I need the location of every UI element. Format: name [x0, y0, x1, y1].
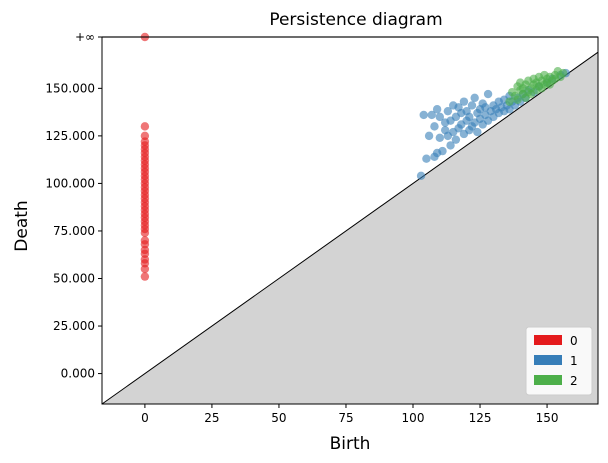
x-tick-label: 0 [141, 411, 149, 425]
legend-label-2: 2 [570, 374, 578, 388]
data-point-h1 [427, 110, 436, 120]
data-point-h1 [430, 122, 439, 131]
plot-area: 0 25 50 75 100 125 150 0.000 25.000 50.000 75.000 1… [45, 30, 599, 425]
data-point-h1 [443, 106, 453, 116]
y-tick-label: 100.000 [45, 176, 95, 190]
series-0 [140, 32, 150, 281]
series-1 [416, 68, 571, 181]
series-2 [505, 67, 568, 106]
x-tick-label: 25 [204, 411, 219, 425]
data-point-h1 [459, 97, 469, 106]
legend: 0 1 2 [525, 326, 593, 396]
chart-title: Persistence diagram [269, 10, 442, 30]
data-point-h1 [435, 133, 445, 142]
data-point-h1 [432, 105, 442, 114]
data-point-h2 [513, 95, 522, 104]
data-point-h1 [419, 110, 428, 120]
x-tick-label: 75 [338, 411, 353, 425]
data-point-h1 [465, 112, 474, 122]
legend-label-0: 0 [570, 334, 578, 348]
legend-swatch-2 [534, 375, 562, 385]
y-tick-label: 75.000 [53, 224, 95, 238]
data-point-h1 [416, 171, 426, 181]
legend-swatch-0 [534, 335, 562, 345]
data-point-h1 [470, 93, 479, 103]
data-point-h1 [446, 141, 455, 150]
x-tick-label: 100 [402, 411, 425, 425]
data-point-h1 [424, 131, 434, 141]
y-tick-label: 50.000 [53, 271, 95, 285]
data-point-h0 [140, 122, 150, 131]
y-tick-label: 125.000 [45, 129, 95, 143]
y-tick-label: +∞ [75, 30, 95, 44]
data-point-h1 [438, 146, 447, 156]
y-tick-label: 150.000 [45, 81, 95, 95]
data-point-h0 [140, 228, 150, 238]
diagonal-line [101, 51, 599, 405]
data-point-h2 [558, 68, 568, 78]
data-point-h1 [435, 112, 445, 122]
x-tick-label: 50 [271, 411, 286, 425]
data-point-h1 [473, 127, 482, 137]
y-tick-label: 0.000 [61, 367, 95, 381]
x-tick-label: 125 [469, 411, 492, 425]
data-point-h1 [422, 154, 431, 163]
y-tick-label: 25.000 [53, 319, 95, 333]
data-point-h0 [140, 272, 150, 281]
data-point-h2 [505, 97, 514, 106]
data-point-h0 [140, 264, 150, 274]
axes-frame [101, 36, 599, 405]
data-point-h1 [467, 101, 477, 110]
data-point-h1 [483, 89, 493, 99]
x-tick-label: 150 [536, 411, 559, 425]
data-point-h1 [451, 135, 461, 144]
legend-swatch-1 [534, 355, 562, 365]
legend-label-1: 1 [570, 354, 578, 368]
x-axis-label: Birth [330, 434, 371, 454]
y-axis-label: Death [12, 200, 32, 251]
